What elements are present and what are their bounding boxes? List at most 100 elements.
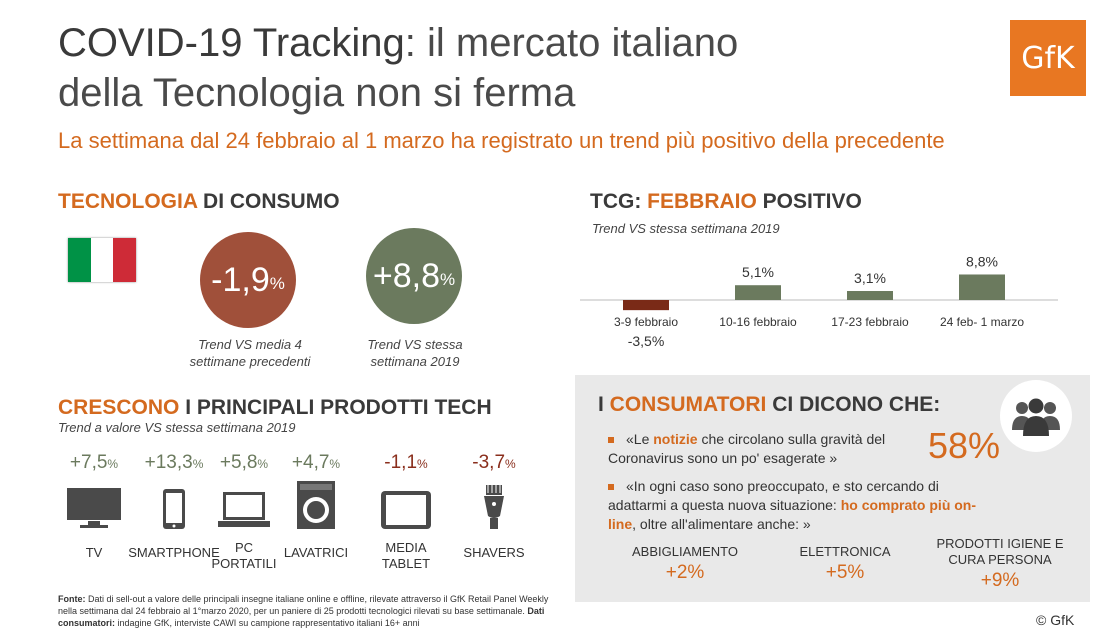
smartphone-icon [131, 480, 217, 530]
tcg-note: Trend VS stessa settimana 2019 [592, 221, 780, 236]
bullet2-orange: ho comprato più on-line [608, 497, 977, 532]
footer-fonte-label: Fonte: [58, 594, 86, 604]
consumer-category-0: ABBIGLIAMENTO +2% [620, 544, 750, 584]
product-label-1: SMARTPHONE [128, 545, 220, 560]
bullet-marker [608, 437, 614, 444]
consumer-category-value: +5% [825, 562, 865, 583]
bullet-marker [608, 484, 614, 491]
bullet1-pre: «Le [626, 431, 654, 447]
consumers-heading-pre: I [598, 393, 610, 416]
kpi2-caption: Trend VS stessa settimana 2019 [345, 336, 485, 370]
tcg-bar-chart: 3-9 febbraio -3,5% 10-16 febbraio 5,1% 17-23… [580, 253, 1058, 349]
copyright: © GfK [1036, 612, 1075, 628]
tcg-heading-pre: TCG: [590, 190, 648, 213]
product-value-0: +7,5% [51, 452, 137, 474]
italy-flag-icon [68, 238, 137, 282]
chart-category-label-0: 3-9 febbraio [614, 315, 678, 329]
tcg-heading-rest: POSITIVO [756, 190, 862, 213]
product-value-number: +5,8 [219, 452, 258, 473]
kpi1-caption: Trend VS media 4 settimane precedenti [180, 336, 320, 370]
kpi1-unit: % [269, 274, 285, 293]
chart-bar-1 [735, 285, 781, 300]
product-value-unit: % [417, 457, 428, 471]
laptop-icon [201, 480, 287, 530]
consumer-category-value: +2% [665, 562, 705, 583]
product-value-number: +13,3 [144, 452, 193, 473]
kpi1-caption-line1: Trend VS media 4 [198, 337, 302, 352]
product-value-unit: % [107, 457, 119, 471]
product-label-2: PC PORTATILI [211, 540, 277, 571]
kpi2-caption-line2: settimana 2019 [370, 354, 460, 369]
kpi1-value: -1,9 [211, 260, 270, 299]
kpi1-caption-line2: settimane precedenti [189, 354, 311, 369]
title-bold: COVID-19 Tracking [58, 21, 405, 65]
product-value-3: +4,7% [273, 452, 359, 474]
products-list: +7,5% TV +13,3% SMARTPHONE +5,8% PC PORTATILI… [43, 452, 563, 582]
people-glyph [1012, 398, 1060, 436]
chart-category-label-2: 17-23 febbraio [831, 315, 909, 329]
consumer-category-label: PRODOTTI IGIENE E CURA PERSONA [936, 536, 1064, 567]
consumer-category-2: PRODOTTI IGIENE E CURA PERSONA +9% [930, 536, 1070, 592]
product-value-2: +5,8% [201, 452, 287, 474]
chart-value-label-1: 5,1% [742, 264, 774, 280]
flag-stripe-red [113, 238, 137, 282]
title-line2: della Tecnologia non si ferma [58, 71, 576, 115]
chart-value-label-0: -3,5% [628, 333, 665, 349]
footer-sources: Fonte: Dati di sell-out a valore delle p… [58, 593, 568, 629]
gfk-logo: GfK [1010, 20, 1086, 96]
consumers-heading: I CONSUMATORI CI DICONO CHE: [598, 393, 940, 417]
products-heading-orange: CRESCONO [58, 396, 180, 419]
bullet2-rest: , oltre all'alimentare anche: » [632, 516, 811, 532]
chart-bar-3 [959, 274, 1005, 300]
chart-value-label-3: 8,8% [966, 253, 998, 269]
tablet-icon [363, 480, 449, 530]
chart-category-label-3: 24 feb- 1 marzo [940, 315, 1024, 329]
product-value-4: -1,1% [363, 452, 449, 474]
product-value-number: -1,1 [384, 452, 418, 473]
consumer-bullet-2: «In ogni caso sono preoccupato, e sto ce… [608, 477, 978, 534]
flag-stripe-white [90, 238, 114, 282]
consumer-tech-heading-orange: TECNOLOGIA [58, 190, 198, 213]
tv-icon [51, 480, 137, 530]
washing-machine-icon [273, 480, 359, 530]
product-value-number: +4,7 [291, 452, 330, 473]
flag-stripe-green [68, 238, 91, 282]
product-label-5: SHAVERS [463, 545, 525, 560]
consumer-tech-heading: TECNOLOGIA DI CONSUMO [58, 190, 340, 214]
consumer-category-label: ELETTRONICA [799, 544, 891, 559]
chart-category-label-1: 10-16 febbraio [719, 315, 797, 329]
product-value-5: -3,7% [451, 452, 537, 474]
page-subtitle: La settimana dal 24 febbraio al 1 marzo … [58, 128, 945, 153]
chart-value-label-2: 3,1% [854, 270, 886, 286]
page-title: COVID-19 Tracking: il mercato italiano d… [58, 18, 738, 118]
logo-text: GfK [1021, 40, 1075, 76]
products-heading-rest: I PRINCIPALI PRODOTTI TECH [179, 396, 492, 419]
bullet1-orange: notizie [653, 431, 698, 447]
consumer-category-value: +9% [980, 570, 1020, 591]
consumer-tech-heading-rest: DI CONSUMO [197, 190, 340, 213]
products-heading: CRESCONO I PRINCIPALI PRODOTTI TECH [58, 396, 492, 420]
kpi2-caption-line1: Trend VS stessa [367, 337, 463, 352]
product-value-unit: % [192, 457, 204, 471]
tcg-heading-orange: FEBBRAIO [647, 190, 757, 213]
footer-dati-text: indagine GfK, interviste CAWI su campion… [115, 618, 420, 628]
chart-bar-2 [847, 291, 893, 300]
tcg-heading: TCG: FEBBRAIO POSITIVO [590, 190, 862, 214]
consumer-big-pct: 58% [928, 425, 1001, 466]
product-value-number: +7,5 [69, 452, 108, 473]
product-value-unit: % [257, 457, 269, 471]
consumer-category-label: ABBIGLIAMENTO [632, 544, 738, 559]
kpi-circle-2019: +8,8% [366, 228, 462, 324]
kpi-circle-4weeks: -1,9% [200, 232, 296, 328]
consumer-bullet-1: «Le notizie che circolano sulla gravità … [608, 430, 908, 468]
kpi2-unit: % [440, 270, 456, 289]
shaver-icon [451, 480, 537, 530]
product-label-4: MEDIA TABLET [381, 540, 431, 571]
product-value-unit: % [505, 457, 516, 471]
bullet1-rest: che circolano sulla gravità del Coronavi… [608, 431, 886, 466]
consumers-heading-rest: CI DICONO CHE: [766, 393, 941, 416]
kpi2-value: +8,8 [372, 256, 440, 295]
product-value-1: +13,3% [131, 452, 217, 474]
title-rest: : il mercato italiano [404, 21, 739, 65]
product-value-unit: % [329, 457, 341, 471]
